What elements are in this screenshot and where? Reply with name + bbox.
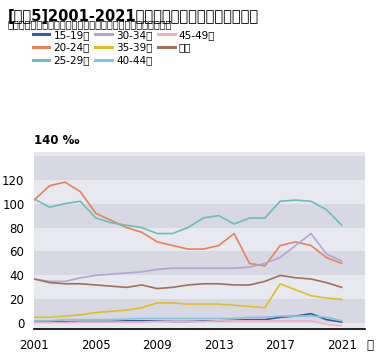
Bar xyxy=(34,299,365,323)
Text: [図表5]2001-2021年の年齢区分別の出生率の推移: [図表5]2001-2021年の年齢区分別の出生率の推移 xyxy=(8,9,259,24)
Text: 年: 年 xyxy=(366,339,373,352)
Text: 出所：中国人口統計年鑑、中国人口・就業統計年鑑より作成。: 出所：中国人口統計年鑑、中国人口・就業統計年鑑より作成。 xyxy=(8,19,172,29)
Text: 140 ‰: 140 ‰ xyxy=(34,134,80,147)
Bar xyxy=(34,204,365,228)
Legend: 15-19歳, 20-24歳, 25-29歳, 30-34歳, 35-39歳, 40-44歳, 45-49歳, 全体: 15-19歳, 20-24歳, 25-29歳, 30-34歳, 35-39歳, … xyxy=(33,30,215,65)
Bar xyxy=(34,156,365,180)
Bar xyxy=(34,251,365,275)
